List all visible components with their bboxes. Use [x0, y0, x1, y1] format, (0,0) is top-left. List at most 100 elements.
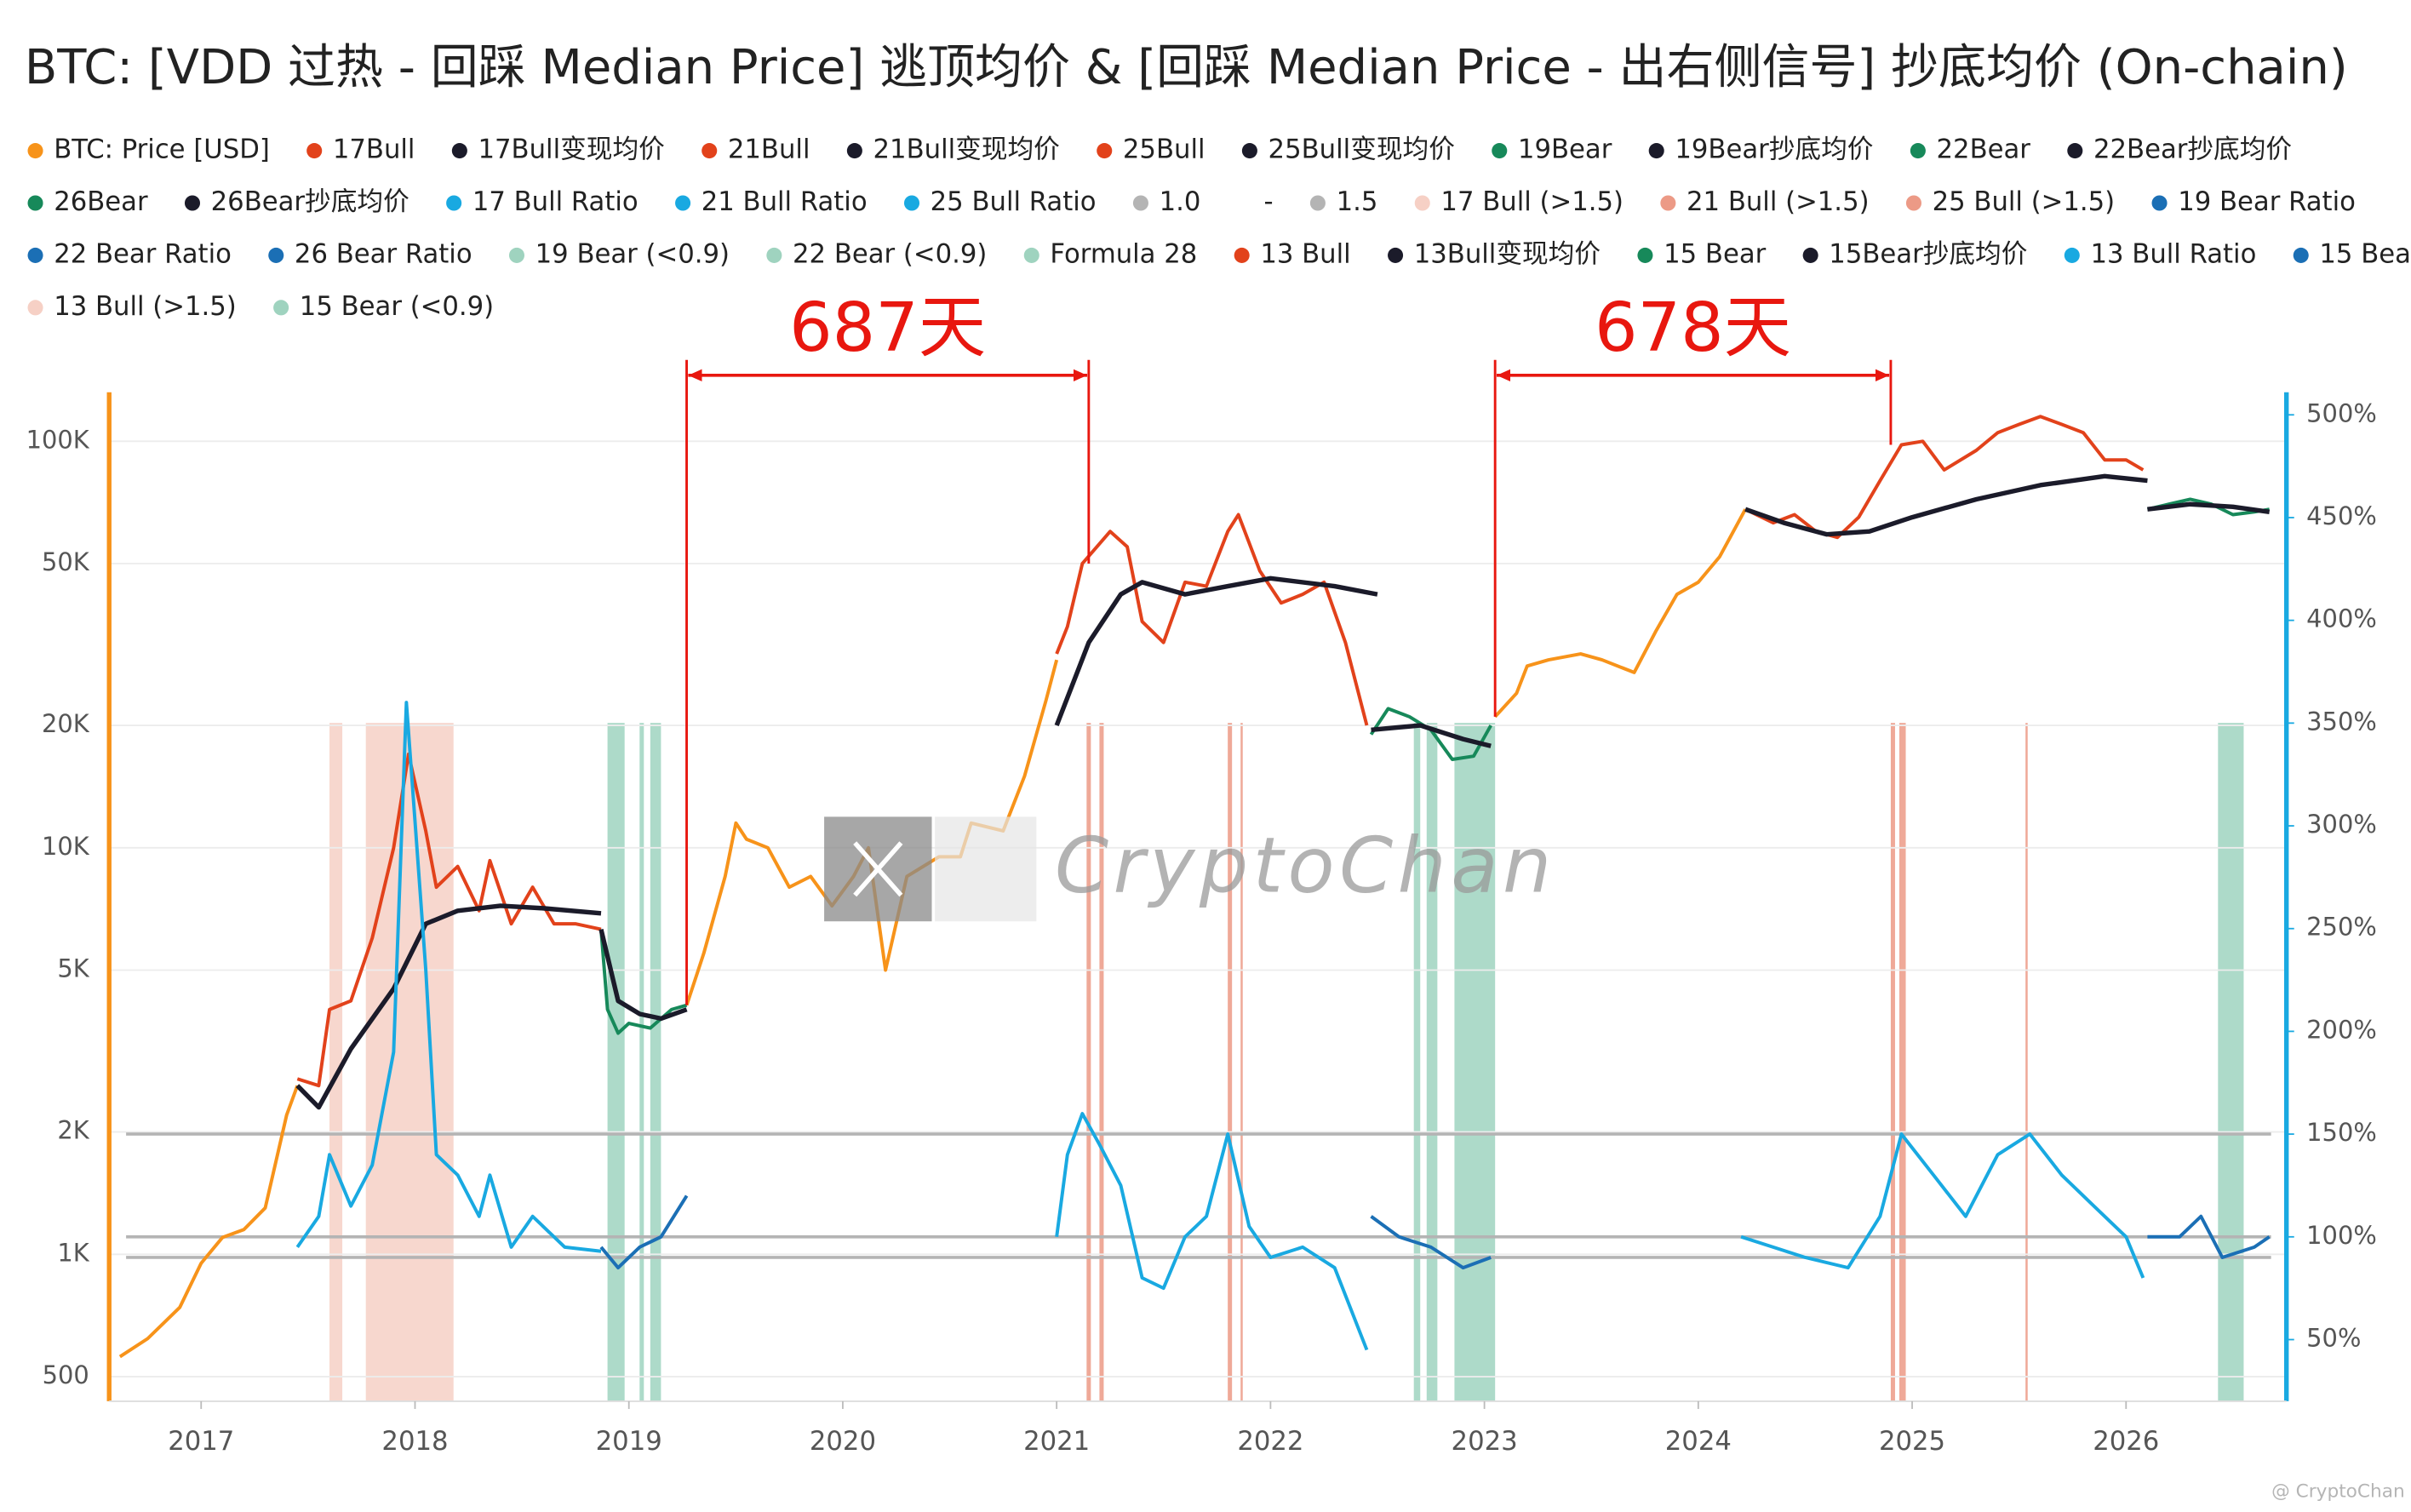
y-tick-label: 5K — [57, 954, 89, 983]
legend-marker — [1802, 247, 1818, 263]
ratio-line — [599, 1194, 689, 1270]
legend-label: 21 Bull Ratio — [702, 187, 868, 217]
y2-tick-label: 500% — [2306, 398, 2377, 427]
average-line — [1371, 723, 1492, 748]
y-tick-label: 100K — [26, 425, 90, 454]
band — [2218, 723, 2244, 1401]
x-tick-label: 2025 — [1879, 1427, 1945, 1457]
legend-marker — [1309, 195, 1326, 211]
legend-label: 22Bear抄底均价 — [2093, 135, 2292, 165]
watermark-x-icon — [853, 841, 903, 897]
legend: BTC: Price [USD] 17Bull 17Bull变现均价 21Bull 21… — [27, 135, 2411, 322]
legend-marker — [1910, 143, 1926, 159]
band — [365, 723, 454, 1401]
annotation-label: 678天 — [1595, 288, 1791, 367]
legend-label: 25Bull — [1123, 135, 1206, 165]
credit-text: @ CryptoChan — [2271, 1481, 2405, 1503]
legend-label: 26Bear抄底均价 — [211, 187, 409, 217]
ratio-line — [1055, 1112, 1369, 1351]
legend-label: 17 Bull Ratio — [472, 187, 639, 217]
y-tick-label: 1K — [57, 1238, 89, 1267]
legend-marker — [1097, 143, 1113, 159]
chart-title: BTC: [VDD 过热 - 回踩 Median Price] 逃顶均价 & [… — [25, 40, 2348, 95]
legend-label: 15 Bear — [1664, 239, 1767, 269]
legend-label: 26Bear — [54, 187, 148, 217]
legend-marker — [1234, 247, 1250, 263]
legend-label: 17 Bull (>1.5) — [1440, 187, 1624, 217]
legend-label: 15Bear抄底均价 — [1829, 239, 2027, 269]
band — [1086, 723, 1091, 1401]
x-tick-label: 2022 — [1237, 1427, 1303, 1457]
legend-marker — [1023, 247, 1039, 263]
price-line — [599, 929, 688, 1035]
legend-marker — [766, 247, 782, 263]
y-tick-label: 20K — [42, 709, 90, 738]
average-line — [2147, 501, 2271, 514]
legend-label: 13 Bull — [1260, 239, 1350, 269]
legend-marker — [1241, 143, 1257, 159]
legend-label: 19Bear — [1518, 135, 1612, 165]
legend-marker — [1648, 143, 1664, 159]
x-tick-label: 2021 — [1023, 1427, 1090, 1457]
watermark-group: CryptoChan @ CryptoChan — [824, 816, 2405, 1503]
legend-marker — [2151, 195, 2168, 211]
legend-label: 22 Bear Ratio — [54, 239, 232, 269]
ratio-line — [1370, 1215, 1492, 1270]
x-tick-label: 2019 — [596, 1427, 662, 1457]
legend-label: - — [1263, 187, 1273, 217]
band — [1413, 723, 1421, 1401]
legend-marker — [846, 143, 862, 159]
legend-marker — [306, 143, 323, 159]
legend-marker — [1492, 143, 1508, 159]
legend-label: 15 Bear (<0.9) — [300, 292, 494, 322]
x-tick-label: 2020 — [810, 1427, 876, 1457]
legend-marker — [27, 247, 43, 263]
y2-tick-label: 100% — [2306, 1221, 2377, 1250]
ratio-line — [2147, 1214, 2271, 1259]
y2-tick-label: 200% — [2306, 1015, 2377, 1044]
y-tick-label: 10K — [42, 832, 90, 861]
legend-label: 25Bull变现均价 — [1268, 135, 1455, 165]
legend-marker — [2067, 143, 2083, 159]
lines — [118, 415, 2271, 1359]
legend-marker — [27, 143, 43, 159]
legend-label: 25 Bull (>1.5) — [1933, 187, 2116, 217]
annotations: 687天 678天 — [685, 288, 1893, 1005]
legend-marker — [1905, 195, 1921, 211]
band — [1454, 723, 1496, 1401]
price-line — [296, 752, 602, 1088]
band — [1099, 723, 1104, 1401]
legend-marker — [451, 143, 467, 159]
legend-marker — [1388, 247, 1404, 263]
ratio-line — [1740, 1132, 2145, 1279]
legend-label: 19 Bear (<0.9) — [535, 239, 730, 269]
band — [1228, 723, 1233, 1401]
legend-marker — [27, 300, 43, 316]
legend-marker — [446, 195, 462, 211]
legend-marker — [702, 143, 718, 159]
legend-label: 15 Bear Ratio — [2319, 239, 2411, 269]
band — [1898, 723, 1906, 1401]
average-line — [295, 903, 602, 1110]
legend-label: 1.5 — [1337, 187, 1378, 217]
band — [607, 723, 625, 1401]
price-line — [1055, 513, 1369, 726]
annotation-label: 687天 — [789, 288, 986, 367]
legend-marker — [2293, 247, 2309, 263]
legend-label: 13Bull变现均价 — [1414, 239, 1601, 269]
band — [650, 723, 661, 1401]
y2-tick-label: 50% — [2306, 1323, 2361, 1352]
band — [1890, 723, 1895, 1401]
average-line — [1054, 576, 1378, 727]
average-line — [1744, 473, 2148, 537]
legend-label: 21Bull变现均价 — [873, 135, 1060, 165]
legend-marker — [1637, 247, 1653, 263]
legend-label: 26 Bear Ratio — [295, 239, 472, 269]
x-tick-label: 2018 — [381, 1427, 448, 1457]
ratio-line — [295, 701, 602, 1253]
y2-tick-label: 350% — [2306, 707, 2377, 736]
average-line — [598, 928, 688, 1022]
x-tick-label: 2017 — [168, 1427, 234, 1457]
y2-tick-label: 250% — [2306, 913, 2377, 942]
